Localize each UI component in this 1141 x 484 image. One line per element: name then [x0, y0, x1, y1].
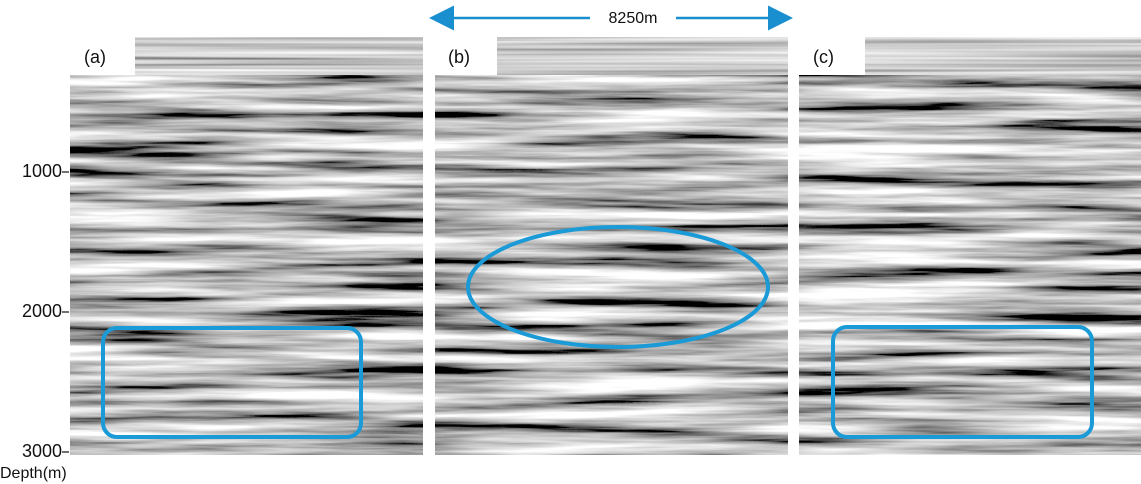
seismic-image [435, 75, 788, 455]
panel: (b) [435, 37, 788, 455]
panel-label: (b) [448, 47, 470, 67]
seismic-image [70, 75, 423, 455]
y-tick-label: 2000 [22, 301, 62, 321]
panel: (a) [70, 37, 423, 455]
y-tick-label: 1000 [22, 161, 62, 181]
seismic-image [799, 75, 1141, 455]
y-tick-label: 3000 [22, 441, 62, 461]
scale-label: 8250m [609, 10, 658, 27]
panel: (c) [799, 37, 1141, 455]
figure: 8250m (a) (b) (c) Depth(m) 1000 2000 3000 [0, 0, 1141, 484]
panel-label: (c) [813, 47, 834, 67]
panel-label: (a) [84, 47, 106, 67]
axis-label: Depth(m) [0, 465, 67, 482]
